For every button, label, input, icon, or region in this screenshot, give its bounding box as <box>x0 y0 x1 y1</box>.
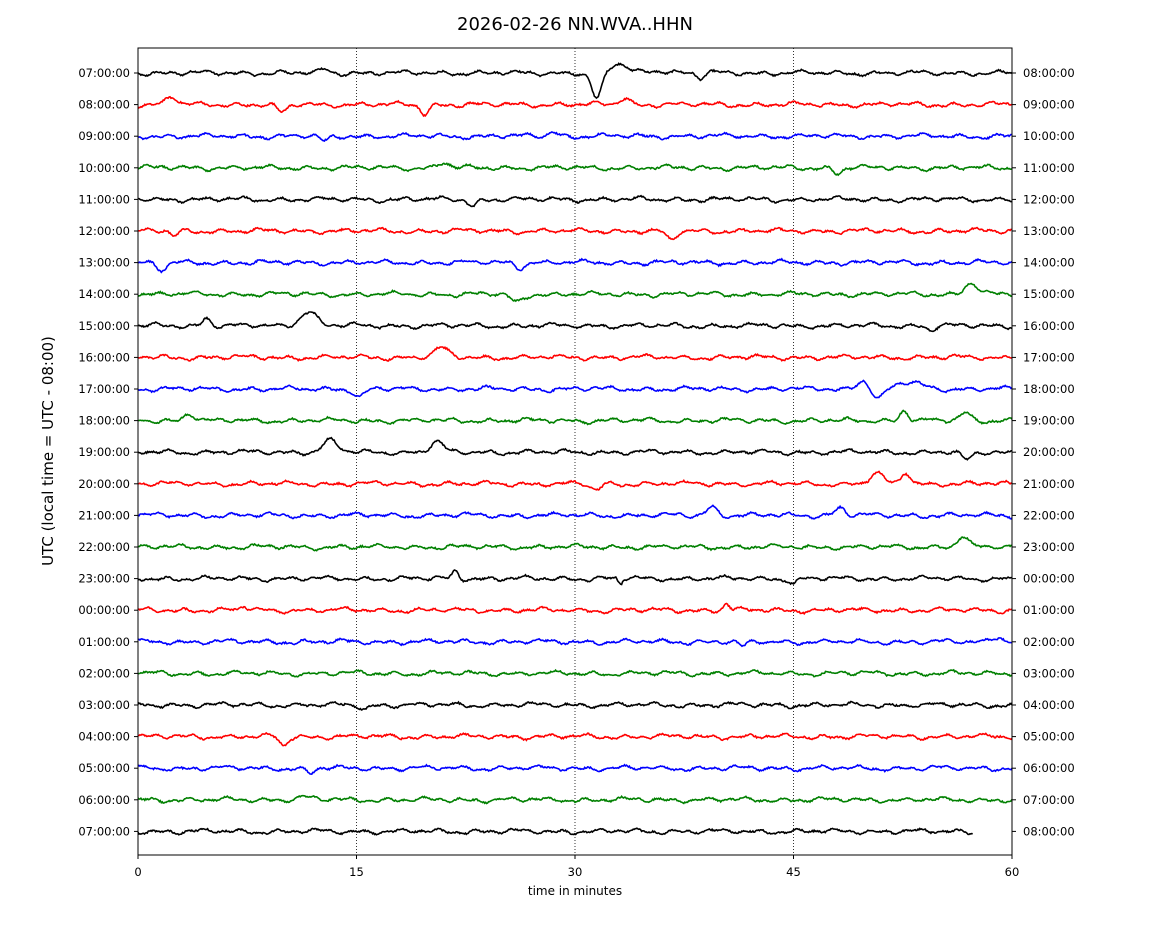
trace-line <box>137 602 1013 616</box>
left-hour-label: 02:00:00 <box>78 666 130 680</box>
traces <box>137 62 1013 836</box>
right-hour-label: 09:00:00 <box>1023 98 1075 112</box>
left-hour-label: 19:00:00 <box>78 445 130 459</box>
x-axis-label: time in minutes <box>527 884 623 898</box>
right-hour-label: 22:00:00 <box>1023 508 1075 522</box>
left-hour-label: 11:00:00 <box>78 192 130 206</box>
gridlines <box>356 48 794 855</box>
left-hour-label: 23:00:00 <box>78 572 130 586</box>
left-hour-label: 09:00:00 <box>78 129 130 143</box>
left-hour-label: 18:00:00 <box>78 414 130 428</box>
right-hour-label: 01:00:00 <box>1023 603 1075 617</box>
trace-line <box>137 436 1013 461</box>
left-hour-label: 15:00:00 <box>78 319 130 333</box>
right-hour-label: 02:00:00 <box>1023 635 1075 649</box>
trace-line <box>137 95 1012 118</box>
left-hour-label: 05:00:00 <box>78 761 130 775</box>
right-hour-label: 13:00:00 <box>1023 224 1075 238</box>
left-hour-label: 07:00:00 <box>78 66 130 80</box>
trace-line <box>137 827 973 836</box>
right-hour-label: 06:00:00 <box>1023 761 1075 775</box>
left-hour-label: 04:00:00 <box>78 730 130 744</box>
trace-line <box>137 668 1013 678</box>
x-tick-label: 15 <box>349 865 364 879</box>
x-tick-label: 60 <box>1005 865 1020 879</box>
left-hour-label: 21:00:00 <box>78 508 130 522</box>
trace-line <box>137 700 1013 711</box>
left-hour-label: 00:00:00 <box>78 603 130 617</box>
trace-line <box>138 731 1013 747</box>
right-hour-label: 19:00:00 <box>1023 414 1075 428</box>
left-hour-label: 22:00:00 <box>78 540 130 554</box>
right-hour-label: 21:00:00 <box>1023 477 1075 491</box>
left-hour-label: 08:00:00 <box>78 98 130 112</box>
trace-line <box>137 131 1013 142</box>
trace-line <box>137 194 1013 208</box>
left-hour-label: 10:00:00 <box>78 161 130 175</box>
right-hour-label: 07:00:00 <box>1023 793 1075 807</box>
trace-line <box>138 226 1013 241</box>
left-hour-label: 13:00:00 <box>78 256 130 270</box>
right-hour-label: 15:00:00 <box>1023 287 1075 301</box>
left-hour-label: 03:00:00 <box>78 698 130 712</box>
trace-line <box>137 346 1012 362</box>
right-hour-label: 05:00:00 <box>1023 730 1075 744</box>
right-hour-label: 14:00:00 <box>1023 256 1075 270</box>
chart-title: 2026-02-26 NN.WVA..HHN <box>457 14 693 35</box>
x-tick-label: 30 <box>568 865 583 879</box>
right-hour-label: 12:00:00 <box>1023 192 1075 206</box>
trace-line <box>137 637 1013 648</box>
right-hour-label: 10:00:00 <box>1023 129 1075 143</box>
right-hour-label: 03:00:00 <box>1023 666 1075 680</box>
right-hour-label: 20:00:00 <box>1023 445 1075 459</box>
right-hour-label: 23:00:00 <box>1023 540 1075 554</box>
trace-line <box>137 282 1013 303</box>
right-hour-label: 11:00:00 <box>1023 161 1075 175</box>
trace-line <box>137 311 1013 333</box>
right-hour-label: 00:00:00 <box>1023 572 1075 586</box>
left-hour-label: 07:00:00 <box>78 824 130 838</box>
left-hour-labels: 07:00:00 08:00:00 09:00:00 10:00:00 11:00:00… <box>78 66 138 838</box>
trace-line <box>137 162 1013 177</box>
right-hour-label: 08:00:00 <box>1023 824 1075 838</box>
left-hour-label: 06:00:00 <box>78 793 130 807</box>
trace-line <box>137 504 1013 520</box>
y-axis-label: UTC (local time = UTC - 08:00) <box>39 336 57 566</box>
right-hour-label: 18:00:00 <box>1023 382 1075 396</box>
trace-line <box>137 379 1013 399</box>
x-tick-label: 0 <box>134 865 141 879</box>
right-hour-label: 16:00:00 <box>1023 319 1075 333</box>
left-hour-label: 01:00:00 <box>78 635 130 649</box>
x-tick-label: 45 <box>786 865 801 879</box>
trace-line <box>137 794 1013 805</box>
trace-line <box>137 257 1013 274</box>
left-hour-label: 17:00:00 <box>78 382 130 396</box>
trace-line <box>137 62 1013 100</box>
trace-line <box>137 763 1013 776</box>
right-hour-label: 08:00:00 <box>1023 66 1075 80</box>
left-hour-label: 16:00:00 <box>78 350 130 364</box>
trace-line <box>137 536 1013 552</box>
trace-line <box>137 409 1013 426</box>
right-hour-label: 04:00:00 <box>1023 698 1075 712</box>
right-hour-label: 17:00:00 <box>1023 350 1075 364</box>
left-hour-label: 14:00:00 <box>78 287 130 301</box>
right-hour-labels: 08:00:00 09:00:00 10:00:00 11:00:00 12:00:00… <box>1012 66 1075 838</box>
x-axis-ticks: 0 15 30 45 60 <box>134 855 1019 879</box>
left-hour-label: 12:00:00 <box>78 224 130 238</box>
left-hour-label: 20:00:00 <box>78 477 130 491</box>
trace-line <box>138 470 1013 491</box>
trace-line <box>137 569 1013 586</box>
